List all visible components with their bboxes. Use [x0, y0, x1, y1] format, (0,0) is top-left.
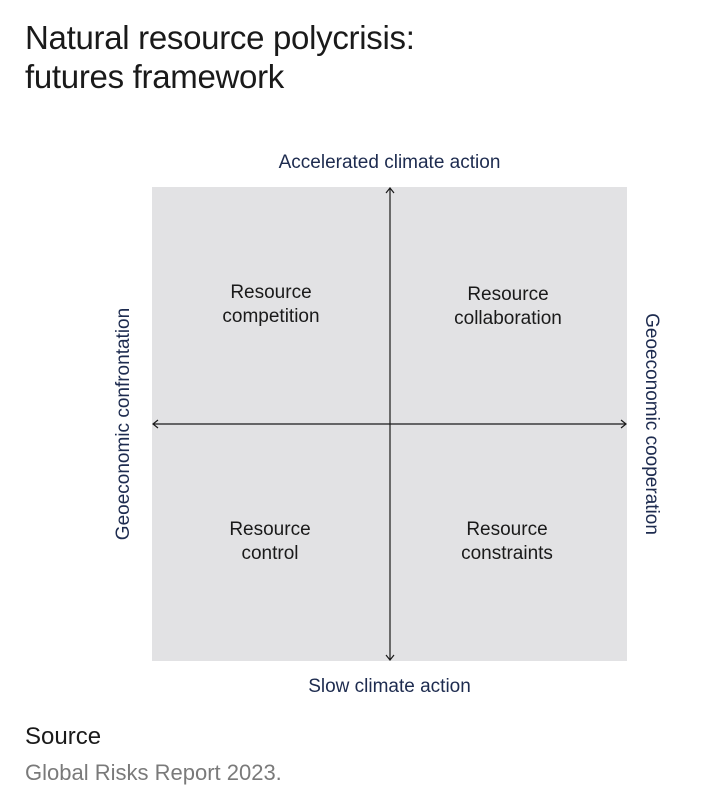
arrow-right-icon: [620, 419, 627, 429]
quadrant-top-left-line-1: Resource: [230, 282, 312, 303]
quadrant-bottom-left-line-2: control: [241, 543, 299, 564]
title-line-1: Natural resource polycrisis:: [25, 19, 415, 56]
source-heading: Source: [25, 723, 102, 750]
quadrant-bottom-right: Resource constraints: [407, 518, 607, 566]
axes-arrows: [152, 187, 627, 661]
quadrant-bottom-left: Resource control: [170, 518, 370, 566]
quadrant-top-right-line-1: Resource: [467, 284, 549, 305]
quadrant-top-left-line-2: competition: [222, 306, 320, 327]
quadrant-top-right-line-2: collaboration: [454, 308, 562, 329]
page-title: Natural resource polycrisis: futures fra…: [25, 18, 415, 96]
quadrant-bottom-left-line-1: Resource: [229, 519, 311, 540]
arrow-up-icon: [385, 187, 395, 194]
source-citation: Global Risks Report 2023.: [25, 760, 282, 785]
quadrant-bottom-right-line-2: constraints: [461, 543, 553, 564]
axis-label-bottom: Slow climate action: [308, 676, 471, 697]
axis-label-left: Geoeconomic confrontation: [113, 307, 134, 541]
arrow-down-icon: [385, 654, 395, 661]
axis-label-top: Accelerated climate action: [278, 152, 501, 173]
title-line-2: futures framework: [25, 58, 284, 95]
quadrant-matrix: Resource competition Resource collaborat…: [152, 187, 627, 661]
quadrant-top-left: Resource competition: [171, 281, 371, 329]
quadrant-top-right: Resource collaboration: [408, 283, 608, 331]
quadrant-bottom-right-line-1: Resource: [466, 519, 548, 540]
axis-label-right: Geoeconomic cooperation: [641, 313, 662, 535]
arrow-left-icon: [152, 419, 159, 429]
